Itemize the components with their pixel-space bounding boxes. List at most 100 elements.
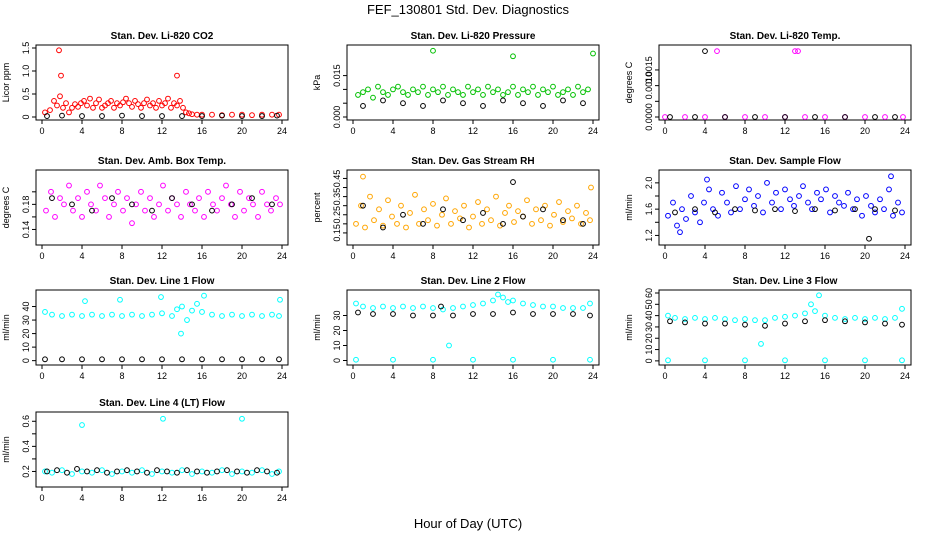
data-point [117,102,123,109]
data-point [415,89,421,96]
data-point [156,98,162,104]
plot-title: Stan. Dev. Li-820 CO2 [111,31,214,42]
data-point [204,469,210,476]
data-point [852,206,858,213]
data-point [823,186,829,193]
plot-title: Stan. Dev. Li-820 Pressure [411,31,536,42]
data-point [701,199,707,206]
data-point [398,202,404,209]
y-axis-label: degrees C [624,61,634,103]
plot-title: Stan. Dev. Line 3 Flow [733,276,838,287]
data-point [219,195,225,201]
y-tick-label: 0.18 [21,196,31,214]
data-point [229,111,235,118]
data-point [888,173,894,180]
data-point [416,220,422,227]
data-point [560,217,566,224]
data-point [792,48,798,55]
data-point [129,103,135,110]
data-point [827,209,833,216]
data-point [587,217,593,224]
data-point [662,114,668,120]
data-point [69,104,75,111]
plot-title: Stan. Dev. Sample Flow [729,156,841,167]
data-point [722,320,728,327]
data-point [259,188,265,195]
data-point [560,89,566,96]
data-point [742,357,748,364]
data-point [524,197,530,204]
data-point [89,207,95,214]
y-tick-label: 0.0000 [644,103,654,131]
data-point [752,114,758,120]
data-point [882,114,888,120]
data-point [119,356,125,363]
data-point [719,189,725,196]
data-point [500,92,506,98]
data-point [802,310,808,317]
data-point [859,212,865,219]
data-point [133,201,139,208]
data-point [795,48,801,55]
data-point [49,311,55,318]
data-point [139,356,145,363]
x-tick-label: 0 [39,126,44,136]
data-point [268,207,274,214]
y-tick-label: 2.0 [644,177,654,190]
plot-title: Stan. Dev. Li-820 Temp. [730,31,841,42]
data-point [812,308,818,314]
data-point [435,89,441,96]
data-point [353,220,359,227]
data-point [199,356,205,363]
data-point [219,112,225,119]
data-point [470,213,476,220]
y-tick-label: 0.0010 [644,72,654,100]
data-point [692,314,698,321]
data-point [500,220,506,227]
data-point [886,186,892,193]
data-point [446,342,452,349]
x-tick-label: 24 [277,251,287,261]
data-point [470,311,476,317]
data-point [158,294,164,300]
data-point [490,297,496,304]
data-point [421,206,427,213]
x-tick-label: 24 [588,126,598,136]
data-point [129,311,135,318]
data-point [160,182,166,189]
data-point [117,296,123,303]
figure-title: FEF_130801 Std. Dev. Diagnostics [366,2,570,17]
data-point [420,83,426,90]
data-point [796,193,802,199]
data-point [762,114,768,120]
y-tick-label: 0.015 [332,64,342,87]
data-point [239,356,245,363]
x-tick-label: 12 [157,126,167,136]
data-point [186,110,192,117]
data-point [149,207,155,214]
y-tick-label: 30 [21,315,31,325]
data-point [530,311,536,317]
data-point [88,201,94,208]
data-point [580,100,586,107]
data-point [360,173,366,180]
data-point [250,201,256,208]
y-tick-label: 30 [644,322,654,332]
data-point [540,103,546,109]
data-point [465,83,471,90]
data-point [440,83,446,90]
data-point [99,356,105,363]
plot-title: Stan. Dev. Line 4 (LT) Flow [99,398,225,409]
data-point [179,356,185,363]
data-point [570,92,576,98]
data-point [570,311,576,317]
data-point [702,114,708,120]
data-point [358,202,364,209]
data-point [249,311,255,318]
data-point [868,202,874,209]
x-tick-label: 0 [662,371,667,381]
data-point [183,109,189,116]
y-tick-label: 0 [21,358,31,363]
data-point [159,356,165,363]
data-point [79,313,85,319]
